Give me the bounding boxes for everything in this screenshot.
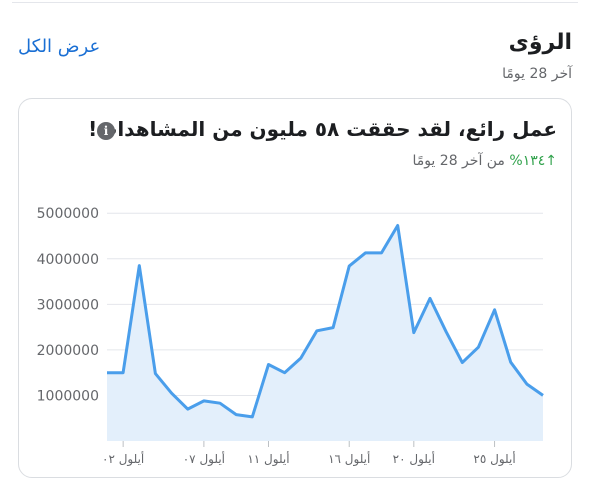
trend-line: ↑١٣٤% من آخر 28 يومًا bbox=[412, 153, 557, 169]
see-all-link[interactable]: عرض الكل bbox=[18, 36, 101, 57]
y-tick-label: 3000000 bbox=[37, 297, 99, 313]
x-tick-label: أيلول ٢٥ bbox=[473, 451, 515, 467]
chart-line bbox=[107, 224, 544, 419]
views-card: عمل رائع، لقد حققت ٥٨ مليون من المشاهدات… bbox=[18, 98, 572, 478]
info-icon[interactable]: i bbox=[97, 122, 115, 140]
chart-area bbox=[107, 225, 543, 441]
x-tick-label: أيلول ٠٢ bbox=[102, 451, 144, 467]
trend-value: ↑١٣٤% bbox=[509, 153, 557, 169]
page-title: الرؤى bbox=[508, 30, 572, 55]
x-tick-label: أيلول ١١ bbox=[247, 451, 289, 467]
x-tick-label: أيلول ٢٠ bbox=[393, 451, 435, 467]
y-tick-label: 5000000 bbox=[37, 206, 99, 222]
insights-header: الرؤى آخر 28 يومًا عرض الكل bbox=[0, 26, 590, 90]
views-chart: 5000000 4000000 3000000 2000000 1000000 أيلو… bbox=[37, 206, 544, 467]
period-subtitle: آخر 28 يومًا bbox=[502, 66, 572, 82]
x-tick-label: أيلول ٠٧ bbox=[183, 451, 225, 467]
trend-label: من آخر 28 يومًا bbox=[412, 153, 505, 169]
top-divider bbox=[12, 2, 578, 3]
y-tick-label: 4000000 bbox=[37, 252, 99, 268]
y-tick-label: 2000000 bbox=[37, 343, 99, 359]
card-headline: عمل رائع، لقد حققت ٥٨ مليون من المشاهدات… bbox=[88, 117, 557, 141]
x-tick-label: أيلول ١٦ bbox=[328, 451, 370, 467]
y-tick-label: 1000000 bbox=[37, 388, 99, 404]
